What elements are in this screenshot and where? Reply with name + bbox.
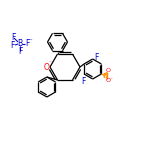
Text: O: O xyxy=(44,62,50,71)
Text: O: O xyxy=(106,78,111,83)
Text: F: F xyxy=(81,77,85,86)
Text: F: F xyxy=(10,40,14,50)
Text: ⁻: ⁻ xyxy=(48,61,51,66)
Text: F: F xyxy=(18,47,22,57)
Text: B: B xyxy=(17,40,22,48)
Text: ⁻: ⁻ xyxy=(110,78,113,83)
Text: N: N xyxy=(102,73,108,79)
Text: F: F xyxy=(11,33,15,41)
Text: O: O xyxy=(106,69,111,74)
Text: ⁻: ⁻ xyxy=(28,38,32,44)
Text: F: F xyxy=(25,40,29,48)
Text: F: F xyxy=(95,52,99,62)
